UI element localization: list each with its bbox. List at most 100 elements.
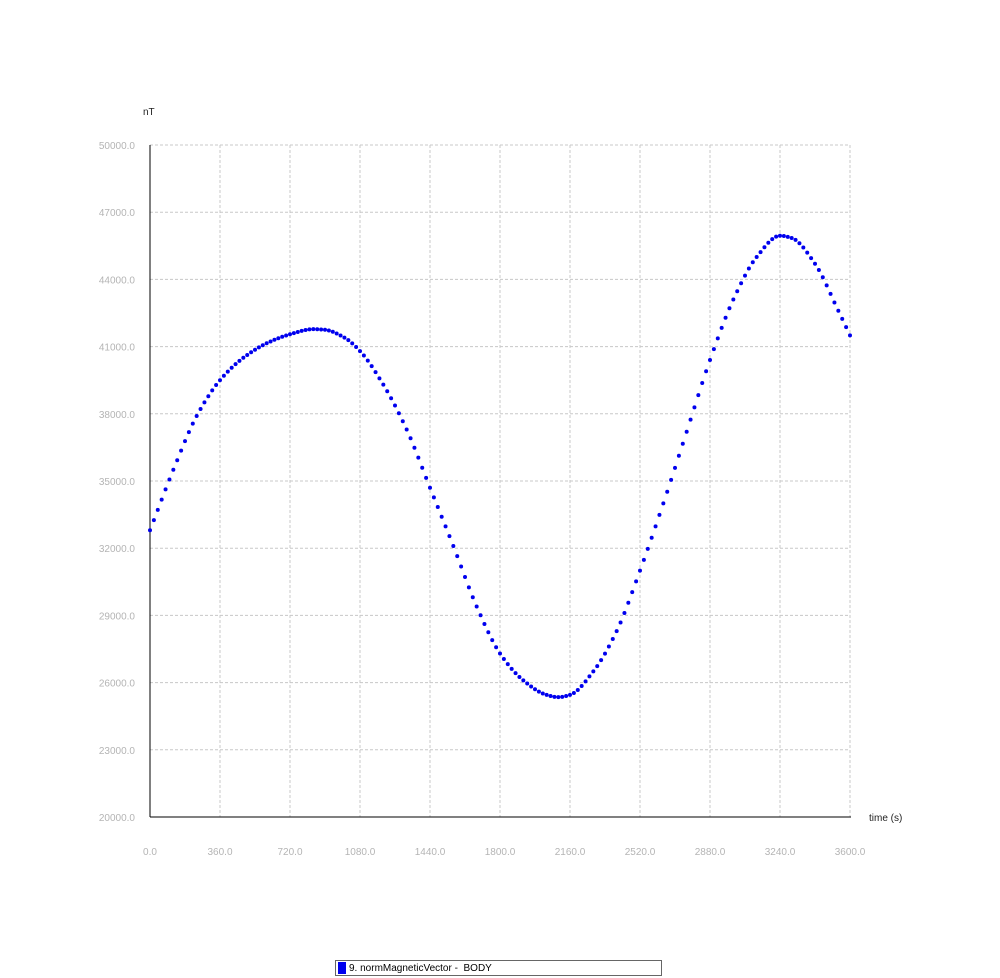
data-point — [750, 260, 755, 265]
data-point — [451, 543, 456, 548]
data-point — [233, 362, 238, 367]
data-point — [175, 458, 180, 463]
data-point — [389, 396, 394, 401]
y-tick-label: 23000.0 — [99, 746, 136, 757]
data-point — [711, 347, 716, 352]
data-point — [210, 388, 215, 393]
x-tick-label: 3240.0 — [765, 847, 796, 858]
data-point — [163, 487, 168, 492]
data-point — [447, 534, 452, 539]
data-point — [299, 328, 304, 333]
grid-lines — [149, 144, 851, 818]
data-point — [653, 524, 658, 529]
data-point — [369, 364, 374, 369]
data-point — [723, 315, 728, 320]
data-point — [564, 694, 569, 699]
data-point — [599, 658, 604, 663]
data-point — [832, 300, 837, 305]
y-tick-label: 26000.0 — [99, 679, 136, 690]
data-point — [669, 477, 674, 482]
data-point — [715, 336, 720, 341]
legend-color-swatch — [338, 962, 346, 974]
data-point — [385, 389, 390, 394]
data-point — [708, 358, 712, 363]
data-point — [202, 400, 207, 405]
data-point — [443, 524, 448, 529]
data-point — [529, 684, 534, 689]
data-point — [431, 495, 436, 500]
data-point — [735, 289, 740, 294]
data-point — [801, 245, 806, 250]
data-point — [420, 465, 425, 470]
data-point — [610, 636, 615, 641]
y-tick-label: 44000.0 — [99, 275, 136, 286]
data-point — [789, 235, 794, 240]
y-tick-label: 38000.0 — [99, 410, 136, 421]
data-point — [634, 579, 639, 584]
data-point — [743, 273, 747, 278]
data-point — [315, 327, 320, 332]
data-point — [680, 441, 685, 446]
data-point — [762, 245, 767, 250]
data-point — [323, 327, 327, 332]
data-point — [719, 325, 724, 330]
data-point — [824, 283, 829, 288]
data-point — [595, 664, 600, 669]
data-point — [284, 333, 289, 338]
data-point — [770, 237, 775, 242]
data-point — [466, 585, 471, 590]
data-point — [774, 234, 779, 239]
data-point — [214, 383, 219, 388]
data-point — [505, 662, 510, 667]
data-point — [626, 600, 631, 605]
data-point — [501, 656, 506, 661]
data-point — [509, 666, 514, 671]
x-tick-label: 2880.0 — [695, 847, 726, 858]
data-point — [673, 465, 677, 470]
data-point — [696, 393, 701, 398]
data-point — [194, 414, 199, 419]
data-point — [400, 419, 405, 424]
data-point — [793, 237, 798, 242]
x-tick-label: 1800.0 — [485, 847, 516, 858]
data-point — [840, 316, 845, 321]
x-tick-label: 720.0 — [277, 847, 302, 858]
data-point — [249, 350, 254, 355]
legend-series-label: 9. normMagneticVector - BODY — [349, 962, 492, 974]
data-point — [342, 335, 347, 340]
data-point — [606, 644, 611, 649]
data-point — [556, 695, 561, 700]
data-point — [641, 557, 646, 562]
x-tick-label: 360.0 — [207, 847, 232, 858]
data-point — [540, 691, 545, 696]
data-point — [618, 620, 623, 625]
data-point — [428, 485, 432, 490]
x-tick-label: 2520.0 — [625, 847, 656, 858]
data-point — [206, 394, 211, 399]
data-point — [614, 629, 619, 634]
data-point — [151, 518, 156, 523]
x-tick-label: 2160.0 — [555, 847, 586, 858]
data-point — [338, 333, 343, 338]
data-point — [816, 267, 821, 272]
data-point — [813, 261, 817, 266]
y-tick-label: 29000.0 — [99, 611, 136, 622]
data-point — [645, 546, 650, 551]
data-point — [781, 234, 786, 239]
data-point — [218, 378, 222, 383]
data-point — [638, 568, 642, 573]
y-tick-label: 35000.0 — [99, 477, 136, 488]
data-point — [622, 610, 627, 615]
data-point — [587, 674, 592, 679]
data-point — [552, 694, 557, 699]
data-point — [307, 327, 312, 332]
data-point — [439, 514, 444, 519]
data-point — [365, 358, 370, 363]
data-point — [657, 512, 662, 517]
data-point — [311, 327, 316, 332]
data-point — [330, 329, 335, 334]
y-tick-label: 32000.0 — [99, 544, 136, 555]
tick-labels: 0.0 360.0 720.0 1080.0 1440.0 1800.0 2160.0 252… — [99, 141, 866, 858]
data-point — [739, 281, 744, 286]
